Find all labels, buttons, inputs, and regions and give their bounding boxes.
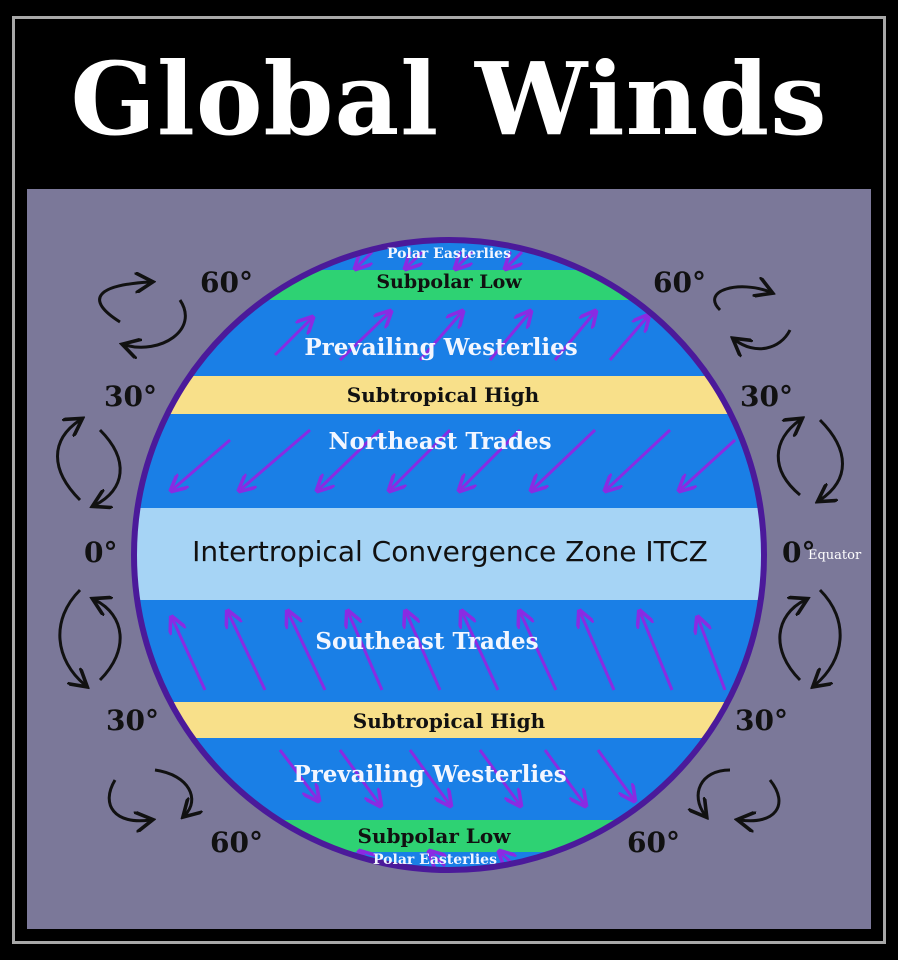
globe-outline: [131, 237, 767, 873]
band-itcz: [134, 508, 764, 600]
wind-arrow: [460, 428, 522, 490]
wind-arrow: [532, 428, 597, 490]
wind-arrow: [520, 612, 558, 691]
lat-60s-right: 60°: [627, 826, 680, 859]
wind-arrow: [278, 749, 318, 800]
wind-arrow: [406, 612, 442, 691]
band-subtropical-high-north: [134, 376, 764, 414]
wind-arrow: [318, 428, 382, 490]
circulation-cells: [56, 282, 844, 821]
lat-0-right: 0°: [782, 536, 816, 569]
lat-60s-left: 60°: [210, 826, 263, 859]
wind-arrow: [240, 428, 311, 490]
band-subtropical-high-south: [134, 702, 764, 738]
wind-arrow: [698, 618, 727, 691]
wind-arrow: [338, 312, 390, 362]
wind-arrow: [680, 438, 737, 490]
cell-arrow: [58, 588, 85, 685]
lat-30s-left: 30°: [106, 704, 159, 737]
lat-60n-right: 60°: [653, 266, 706, 299]
wind-arrow: [430, 852, 445, 866]
arrows-northeast-trades: [172, 428, 737, 490]
label-subtropical-high-south: Subtropical High: [352, 709, 546, 733]
cell-arrow: [698, 768, 731, 815]
wind-arrow: [462, 612, 500, 691]
wind-arrow: [553, 312, 595, 361]
cell-arrow: [107, 779, 150, 821]
wind-arrow: [273, 318, 312, 357]
cell-arrow: [735, 329, 792, 349]
cell-arrow: [740, 779, 781, 821]
wind-arrow: [506, 250, 524, 268]
wind-arrow: [348, 612, 384, 691]
lat-60n-left: 60°: [200, 266, 253, 299]
lat-30s-right: 30°: [735, 704, 788, 737]
cell-arrow: [95, 428, 122, 505]
label-prevailing-westerlies-south: Prevailing Westerlies: [293, 761, 567, 788]
cell-arrow: [56, 420, 81, 502]
cell-arrow: [125, 299, 187, 347]
label-subpolar-low-south: Subpolar Low: [357, 824, 511, 848]
label-prevailing-westerlies-north: Prevailing Westerlies: [304, 334, 578, 361]
wind-arrow: [288, 612, 327, 691]
wind-arrow: [172, 618, 207, 691]
wind-arrow: [580, 612, 616, 691]
label-polar-easterlies-south: Polar Easterlies: [373, 852, 497, 868]
wind-arrow: [608, 316, 648, 361]
wind-arrow: [418, 312, 462, 361]
wind-arrow: [390, 428, 452, 490]
wind-arrow: [356, 250, 374, 268]
label-subpolar-low-north: Subpolar Low: [376, 271, 522, 293]
label-itcz: Intertropical Convergence Zone ITCZ: [192, 535, 708, 568]
wind-arrow: [488, 312, 530, 361]
arrows-southeast-trades: [172, 612, 727, 691]
arrows-westerlies-south: [278, 749, 634, 805]
label-polar-easterlies-north: Polar Easterlies: [387, 246, 511, 262]
cell-arrow: [95, 600, 122, 682]
cell-arrow: [98, 282, 150, 324]
wind-arrow: [456, 250, 474, 268]
arrows-polar-easterlies-north: [356, 250, 524, 268]
arrows-westerlies-north: [273, 312, 648, 362]
cell-arrow: [778, 600, 805, 682]
cell-arrow: [815, 588, 842, 685]
cell-arrow: [154, 768, 192, 815]
label-southeast-trades: Southeast Trades: [315, 628, 539, 655]
wind-arrow: [606, 428, 672, 490]
cell-arrow: [713, 287, 770, 312]
cell-arrow: [776, 420, 800, 497]
wind-arrow: [228, 612, 267, 691]
wind-arrow: [478, 749, 520, 805]
lat-0-left: 0°: [84, 536, 118, 569]
lat-30n-left: 30°: [104, 380, 157, 413]
wind-arrow: [408, 749, 450, 805]
wind-arrow: [338, 749, 380, 805]
label-northeast-trades: Northeast Trades: [328, 428, 552, 455]
wind-arrow: [543, 749, 585, 805]
wind-arrow: [172, 438, 231, 490]
wind-arrow: [640, 612, 674, 691]
wind-arrow: [406, 250, 424, 268]
equator-label: Equator: [808, 548, 862, 563]
wind-arrow: [596, 749, 634, 800]
label-subtropical-high-north: Subtropical High: [346, 383, 540, 407]
page-title: Global Winds: [70, 40, 828, 158]
cell-arrow: [820, 418, 844, 500]
lat-30n-right: 30°: [740, 380, 793, 413]
